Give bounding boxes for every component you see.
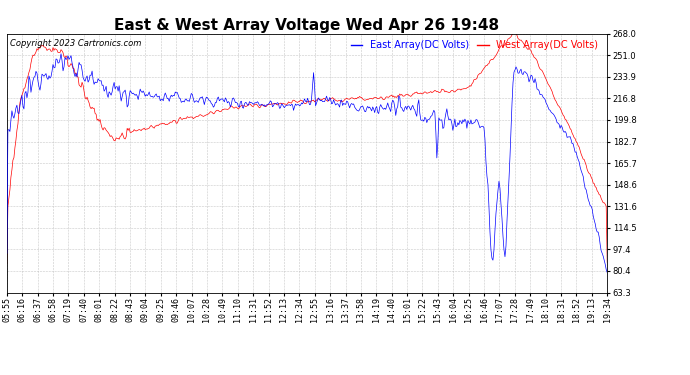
- Legend: East Array(DC Volts), West Array(DC Volts): East Array(DC Volts), West Array(DC Volt…: [347, 36, 602, 54]
- Text: Copyright 2023 Cartronics.com: Copyright 2023 Cartronics.com: [10, 39, 141, 48]
- Title: East & West Array Voltage Wed Apr 26 19:48: East & West Array Voltage Wed Apr 26 19:…: [115, 18, 500, 33]
